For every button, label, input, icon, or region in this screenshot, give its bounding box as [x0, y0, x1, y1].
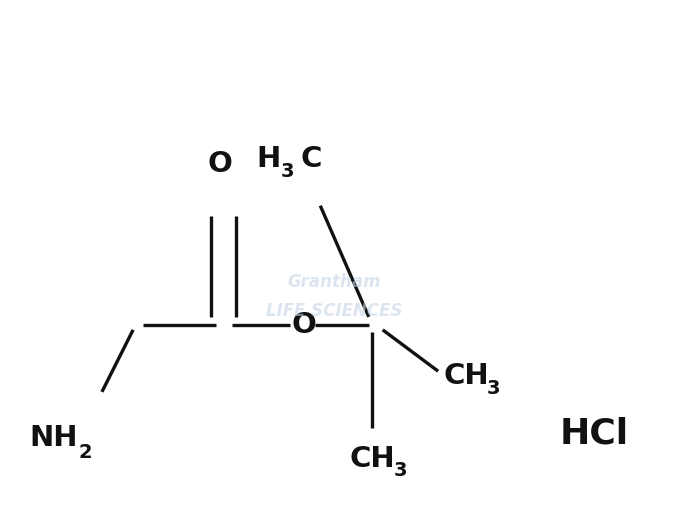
Text: Grantham
LIFE SCIENCES: Grantham LIFE SCIENCES: [266, 272, 402, 320]
Text: 2: 2: [79, 444, 92, 462]
Text: C: C: [301, 145, 322, 173]
Text: O: O: [292, 310, 317, 339]
Text: 3: 3: [393, 461, 406, 480]
Text: HCl: HCl: [560, 417, 628, 450]
Text: CH: CH: [443, 362, 489, 391]
Text: O: O: [207, 150, 232, 178]
Text: NH: NH: [29, 424, 78, 452]
Text: 3: 3: [280, 162, 294, 180]
Text: H: H: [256, 145, 280, 173]
Text: 3: 3: [487, 379, 500, 398]
Text: CH: CH: [349, 445, 395, 473]
